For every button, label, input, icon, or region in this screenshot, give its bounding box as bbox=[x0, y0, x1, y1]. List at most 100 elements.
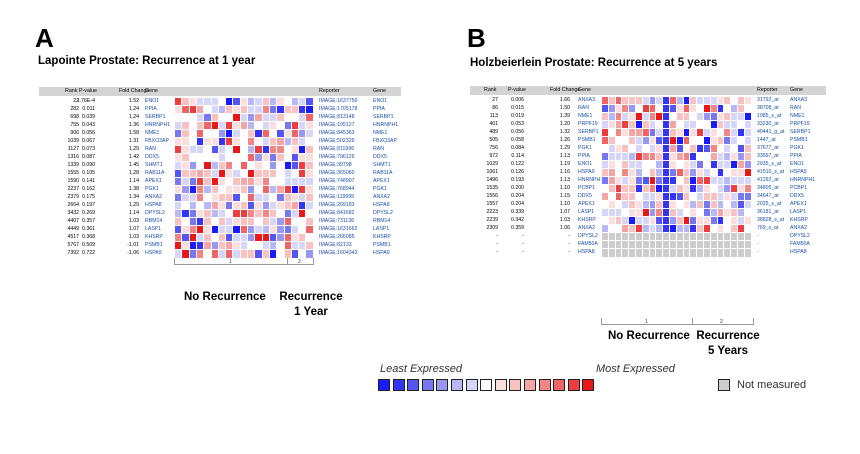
row-rank: 2379 bbox=[67, 194, 79, 200]
row-gene: LASP1 bbox=[145, 226, 162, 232]
row-rank: 1127 bbox=[67, 146, 79, 152]
legend-swatch bbox=[407, 379, 420, 391]
row-reporter: - bbox=[757, 241, 759, 247]
header-gene-right: Gene bbox=[790, 87, 803, 93]
legend-most-label: Most Expressed bbox=[596, 363, 675, 375]
header-pvalue: P-value bbox=[79, 88, 97, 94]
row-reporter: 1985_s_at bbox=[757, 113, 782, 119]
row-gene: APEX1 bbox=[578, 201, 595, 207]
row-fold-change: 1.06 bbox=[559, 225, 570, 231]
row-reporter: IMAGE:1637756 bbox=[319, 98, 358, 104]
row-gene: PPIA bbox=[578, 153, 590, 159]
row-gene: HSPA8 bbox=[145, 202, 162, 208]
row-pvalue: 0.056 bbox=[82, 130, 95, 136]
row-gene-right: DDX5 bbox=[373, 154, 387, 160]
row-gene-right: RAN bbox=[790, 105, 801, 111]
row-rank: 489 bbox=[489, 129, 498, 135]
row-gene-right: SERBP1 bbox=[790, 129, 811, 135]
row-rank: 2223 bbox=[486, 209, 498, 215]
row-fold-change: 1.03 bbox=[559, 217, 570, 223]
row-gene: HSPA9 bbox=[145, 250, 162, 256]
legend-least-label: Least Expressed bbox=[380, 363, 462, 375]
row-fold-change: 1.13 bbox=[559, 177, 570, 183]
row-gene-right: PGK1 bbox=[373, 186, 387, 192]
row-pvalue: 0.011 bbox=[82, 106, 95, 112]
header-gene-right: Gene bbox=[373, 88, 386, 94]
row-gene: ANXA3 bbox=[578, 97, 596, 103]
row-gene: HNRNPH1 bbox=[578, 177, 604, 183]
row-fold-change: 1.32 bbox=[559, 129, 570, 135]
row-gene-right: HSPA8 bbox=[373, 202, 390, 208]
row-pvalue: 0.342 bbox=[511, 217, 524, 223]
row-gene-right: PSMB1 bbox=[790, 137, 808, 143]
row-rank: 1555 bbox=[67, 170, 79, 176]
row-fold-change: 1.50 bbox=[559, 105, 570, 111]
row-reporter: IMAGE:119995 bbox=[319, 194, 355, 200]
row-rank: 755 bbox=[70, 122, 79, 128]
row-reporter: IMAGE:796126 bbox=[319, 154, 355, 160]
row-gene: RAN bbox=[578, 105, 589, 111]
row-gene-right: RAB11A bbox=[373, 170, 393, 176]
row-fold-change: 1.58 bbox=[128, 130, 139, 136]
row-pvalue: 0.269 bbox=[82, 210, 95, 216]
row-fold-change: 1.24 bbox=[128, 114, 139, 120]
row-fold-change: 1.14 bbox=[128, 178, 139, 184]
row-fold-change: 1.38 bbox=[128, 186, 139, 192]
row-gene-right: HNRNPH1 bbox=[790, 177, 816, 183]
group-number-2: 2 bbox=[720, 319, 723, 325]
row-gene-right: KHSRP bbox=[373, 234, 391, 240]
row-gene: NME1 bbox=[145, 130, 160, 136]
header-gene: Gene bbox=[578, 87, 591, 93]
row-gene-right: HSPA9 bbox=[373, 250, 390, 256]
row-reporter: IMAGE:1604342 bbox=[319, 250, 358, 256]
row-rank: 461 bbox=[489, 121, 498, 127]
row-pvalue: 0.509 bbox=[82, 242, 95, 248]
row-gene: LASP1 bbox=[578, 209, 595, 215]
row-gene: APEX1 bbox=[145, 178, 162, 184]
legend-swatch bbox=[494, 379, 507, 391]
heatmap-cell bbox=[743, 248, 753, 258]
row-fold-change: 1.10 bbox=[559, 185, 570, 191]
row-gene: DPYSL2 bbox=[145, 210, 165, 216]
row-rank: 2309 bbox=[486, 225, 498, 231]
row-gene: PGK1 bbox=[145, 186, 159, 192]
row-fold-change: 1.03 bbox=[128, 234, 139, 240]
row-gene: DPYSL2 bbox=[578, 233, 598, 239]
row-pvalue: 0.339 bbox=[511, 209, 524, 215]
row-pvalue: 0.200 bbox=[511, 185, 524, 191]
row-reporter: IMAGE:731136 bbox=[319, 218, 355, 224]
row-gene: DDX5 bbox=[578, 193, 592, 199]
row-fold-change: 1.26 bbox=[559, 137, 570, 143]
row-fold-change: 1.52 bbox=[128, 98, 139, 104]
row-gene: SHMT1 bbox=[145, 162, 163, 168]
row-fold-change: 1.07 bbox=[128, 226, 139, 232]
row-pvalue: 1.76E-4 bbox=[76, 98, 95, 104]
row-gene-right: ANXA3 bbox=[790, 97, 808, 103]
row-gene: KHSRP bbox=[578, 217, 596, 223]
row-gene-right: PGK1 bbox=[790, 145, 804, 151]
row-fold-change: - bbox=[568, 249, 570, 255]
row-fold-change: 1.19 bbox=[559, 161, 570, 167]
legend-swatch bbox=[538, 379, 551, 391]
legend-swatch bbox=[524, 379, 536, 391]
row-rank: 2239 bbox=[486, 217, 498, 223]
row-rank: 4449 bbox=[67, 226, 79, 232]
row-pvalue: 0.368 bbox=[82, 234, 95, 240]
row-reporter: IMAGE:39798 bbox=[319, 162, 352, 168]
row-reporter: - bbox=[757, 233, 759, 239]
row-fold-change: 1.10 bbox=[559, 201, 570, 207]
group-number-1: 1 bbox=[229, 259, 232, 265]
legend-swatch bbox=[451, 379, 463, 391]
table-header: Rank P-value Fold Change Gene Reporter Gene bbox=[39, 87, 401, 96]
row-pvalue: 0.175 bbox=[82, 194, 95, 200]
row-gene-right: ANXA2 bbox=[790, 225, 808, 231]
row-reporter: IMAGE:266085 bbox=[319, 234, 355, 240]
row-pvalue: - bbox=[522, 241, 524, 247]
legend-swatch bbox=[378, 379, 390, 391]
row-rank: 5767 bbox=[67, 242, 79, 248]
row-reporter: IMAGE:82133 bbox=[319, 242, 352, 248]
row-gene: NME1 bbox=[578, 113, 593, 119]
panel-title-a: Lapointe Prostate: Recurrence at 1 year bbox=[38, 55, 256, 67]
legend-not-measured-label: Not measured bbox=[737, 379, 807, 391]
group-bracket-2 bbox=[287, 258, 314, 265]
